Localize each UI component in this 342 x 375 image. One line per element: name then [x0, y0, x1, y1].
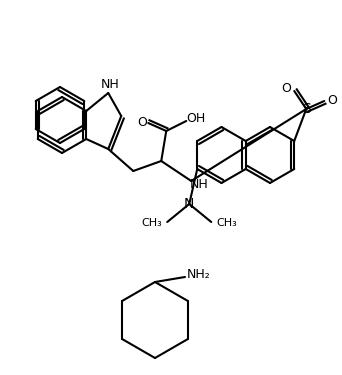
Text: OH: OH [187, 112, 206, 126]
Text: NH: NH [190, 177, 209, 190]
Text: CH₃: CH₃ [216, 218, 237, 228]
Text: N: N [184, 197, 195, 211]
Text: CH₃: CH₃ [142, 218, 162, 228]
Text: NH₂: NH₂ [187, 268, 211, 282]
Text: S: S [302, 102, 311, 116]
Text: O: O [281, 82, 291, 96]
Text: NH: NH [101, 78, 120, 90]
Text: O: O [327, 94, 337, 108]
Text: O: O [137, 117, 147, 129]
